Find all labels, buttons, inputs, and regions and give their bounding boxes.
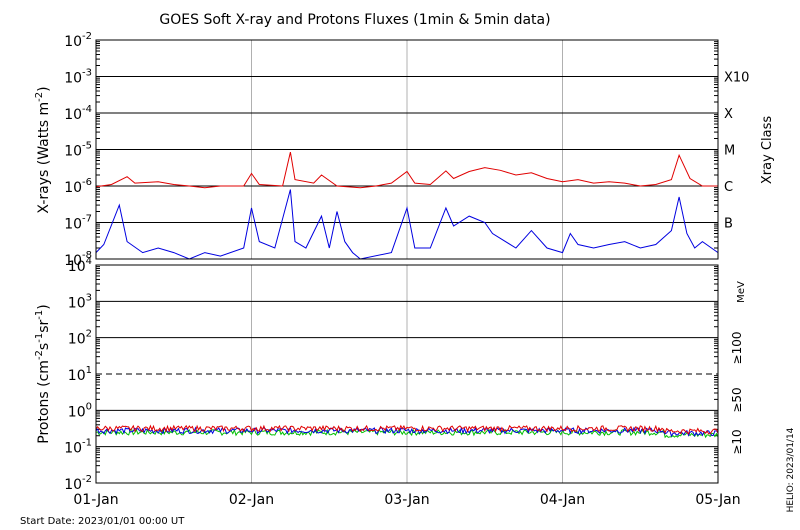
proton-y-tick-label: 10-2: [64, 474, 92, 493]
xray-class-label-c: C: [724, 180, 733, 195]
xray-panel-frame: [95, 39, 719, 260]
chart-title: GOES Soft X-ray and Protons Fluxes (1min…: [159, 12, 550, 28]
proton-panel-frame: [95, 264, 719, 484]
xray-y-tick-label: 10-4: [64, 104, 92, 123]
xray-y-tick-label: 10-7: [64, 214, 92, 233]
proton-y-tick-label: 102: [68, 329, 92, 348]
xray-y-axis-title: X-rays (Watts m-2): [34, 86, 52, 213]
proton-y-tick-label: 100: [68, 401, 92, 420]
proton-series-10mev: [95, 424, 719, 435]
xray-class-axis-title: Xray Class: [760, 116, 775, 184]
x-tick-label-3: 04-Jan: [540, 492, 585, 508]
proton-y-tick-label: 10-1: [64, 438, 92, 457]
proton-y-tick-label: 101: [68, 365, 92, 384]
xray-y-tick-label: 10-5: [64, 141, 92, 160]
x-tick-label-2: 03-Jan: [384, 492, 429, 508]
xray-long-series: [95, 151, 718, 189]
xray-short-series: [95, 189, 719, 260]
xray-y-tick-label: 10-2: [64, 31, 92, 50]
xray-y-tick-label: 10-3: [64, 68, 92, 87]
xray-y-tick-label: 10-6: [64, 177, 92, 196]
proton-y-tick-label: 103: [68, 292, 92, 311]
proton-y-axis-title: Protons (cm-2s-1sr-1): [34, 304, 52, 443]
xray-class-label-b: B: [724, 217, 733, 232]
xray-class-label-m: M: [724, 144, 735, 159]
xray-class-label-x: X: [724, 107, 733, 122]
proton-series-50mev: [95, 426, 719, 438]
x-tick-label-1: 02-Jan: [229, 492, 274, 508]
proton-legend-100mev: ≥100: [730, 332, 744, 365]
xray-y-tick-label: 10-8: [64, 250, 92, 269]
proton-unit-label: MeV: [736, 281, 747, 303]
proton-y-tick-label: 104: [68, 256, 92, 275]
xray-class-label-x10: X10: [724, 71, 749, 86]
x-tick-label-0: 01-Jan: [73, 492, 118, 508]
start-date-label: Start Date: 2023/01/01 00:00 UT: [20, 516, 185, 527]
x-tick-label-4: 05-Jan: [695, 492, 740, 508]
proton-legend-10mev: ≥10: [730, 429, 744, 454]
helio-stamp: HELIO: 2023/01/14: [786, 427, 796, 512]
proton-legend-50mev: ≥50: [730, 387, 744, 412]
